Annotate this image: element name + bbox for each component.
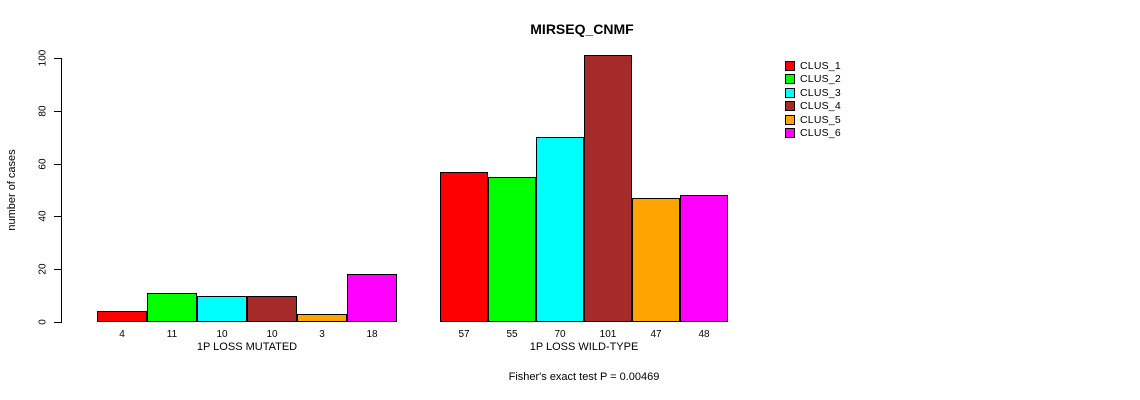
fisher-test-annotation: Fisher's exact test P = 0.00469 bbox=[508, 371, 660, 383]
legend-item-clus_4: CLUS_4 bbox=[785, 100, 841, 112]
legend-color-swatch bbox=[785, 128, 795, 138]
group-label-1: 1P LOSS MUTATED bbox=[196, 341, 298, 353]
bar-1p-loss-wild-type-clus_6 bbox=[680, 195, 728, 322]
bar-value-label: 101 bbox=[599, 329, 617, 340]
legend-label: CLUS_6 bbox=[800, 127, 841, 139]
bar-1p-loss-mutated-clus_1 bbox=[97, 311, 147, 322]
bar-value-label: 4 bbox=[119, 329, 125, 340]
legend-color-swatch bbox=[785, 101, 795, 111]
legend-label: CLUS_3 bbox=[800, 87, 841, 99]
y-axis-tick bbox=[54, 216, 61, 217]
bar-value-label: 18 bbox=[366, 329, 378, 340]
bar-value-label: 11 bbox=[166, 329, 178, 340]
bar-1p-loss-wild-type-clus_5 bbox=[632, 198, 680, 322]
legend-color-swatch bbox=[785, 74, 795, 84]
y-axis-tick bbox=[54, 322, 61, 323]
y-tick-label: 0 bbox=[37, 319, 49, 325]
y-axis-tick bbox=[54, 269, 61, 270]
y-tick-label: 20 bbox=[37, 263, 49, 275]
legend-label: CLUS_2 bbox=[800, 73, 841, 85]
y-axis-tick bbox=[54, 164, 61, 165]
legend-color-swatch bbox=[785, 115, 795, 125]
legend-label: CLUS_4 bbox=[800, 100, 841, 112]
y-axis-tick bbox=[54, 111, 61, 112]
y-tick-label: 60 bbox=[37, 158, 49, 170]
bar-value-label: 48 bbox=[698, 329, 710, 340]
y-tick-label: 40 bbox=[37, 210, 49, 222]
legend-item-clus_6: CLUS_6 bbox=[785, 127, 841, 139]
bar-1p-loss-mutated-clus_5 bbox=[297, 314, 347, 322]
bar-1p-loss-mutated-clus_3 bbox=[197, 296, 247, 322]
bar-value-label: 55 bbox=[506, 329, 518, 340]
bar-value-label: 70 bbox=[554, 329, 566, 340]
bar-1p-loss-mutated-clus_2 bbox=[147, 293, 197, 322]
bar-value-label: 47 bbox=[650, 329, 662, 340]
bar-value-label: 57 bbox=[458, 329, 470, 340]
bar-1p-loss-mutated-clus_4 bbox=[247, 296, 297, 322]
legend-item-clus_2: CLUS_2 bbox=[785, 73, 841, 85]
y-axis-tick bbox=[54, 58, 61, 59]
legend-item-clus_1: CLUS_1 bbox=[785, 60, 841, 72]
bar-value-label: 10 bbox=[266, 329, 278, 340]
y-axis-line bbox=[61, 58, 62, 323]
legend-item-clus_5: CLUS_5 bbox=[785, 114, 841, 126]
legend-label: CLUS_5 bbox=[800, 114, 841, 126]
bar-1p-loss-mutated-clus_6 bbox=[347, 274, 397, 322]
y-tick-label: 80 bbox=[37, 105, 49, 117]
bar-1p-loss-wild-type-clus_2 bbox=[488, 177, 536, 322]
bar-value-label: 10 bbox=[216, 329, 228, 340]
y-tick-label: 100 bbox=[37, 49, 49, 67]
bar-1p-loss-wild-type-clus_3 bbox=[536, 137, 584, 322]
bar-1p-loss-wild-type-clus_1 bbox=[440, 172, 488, 322]
legend-color-swatch bbox=[785, 61, 795, 71]
legend-color-swatch bbox=[785, 88, 795, 98]
legend-item-clus_3: CLUS_3 bbox=[785, 87, 841, 99]
legend-label: CLUS_1 bbox=[800, 60, 841, 72]
bar-value-label: 3 bbox=[319, 329, 325, 340]
bar-1p-loss-wild-type-clus_4 bbox=[584, 55, 632, 322]
chart-title: MIRSEQ_CNMF bbox=[530, 21, 634, 37]
group-label-2: 1P LOSS WILD-TYPE bbox=[529, 341, 639, 353]
